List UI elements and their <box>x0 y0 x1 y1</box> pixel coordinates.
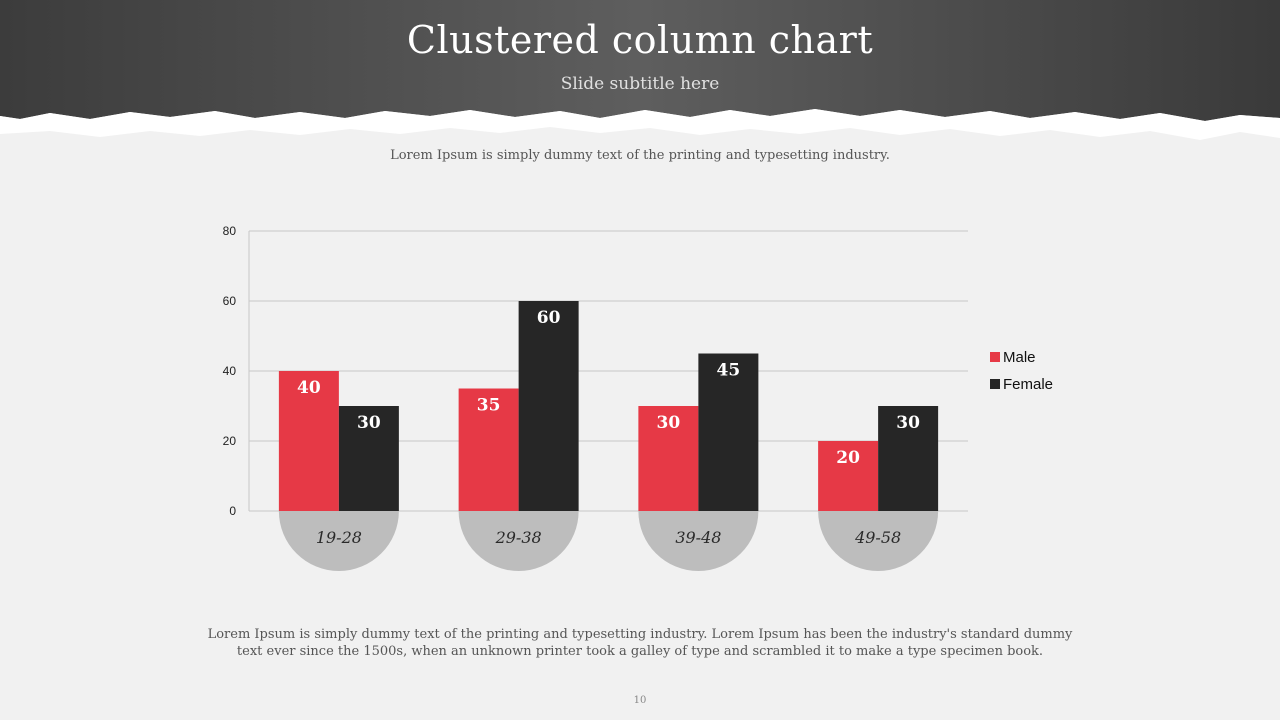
category-badges: 19-28 29-38 39-48 49-58 <box>278 511 939 572</box>
bar-female <box>518 301 579 511</box>
data-labels: 40 30 35 60 30 45 20 30 <box>297 308 920 468</box>
x-category-label: 29-38 <box>495 528 542 547</box>
clustered-column-chart: 19-28 29-38 39-48 49-58 40 30 35 60 30 45 20 30 0 2… <box>223 224 1053 572</box>
slide-title: Clustered column chart <box>406 18 874 62</box>
page-number: 10 <box>633 695 647 706</box>
y-tick-label: 80 <box>223 224 237 238</box>
bar-male <box>638 406 699 511</box>
data-label: 30 <box>896 413 920 433</box>
category-badge <box>638 511 759 572</box>
y-tick-label: 60 <box>223 294 237 308</box>
x-category-label: 19-28 <box>316 528 362 547</box>
body-text: Lorem Ipsum is simply dummy text of the … <box>207 627 1073 659</box>
bar-female <box>878 406 939 511</box>
category-badge <box>458 511 579 572</box>
header-banner: Clustered column chart Slide subtitle he… <box>0 0 1280 150</box>
torn-paper-banner <box>0 0 1280 140</box>
data-label: 35 <box>477 396 501 416</box>
slide-subtitle: Slide subtitle here <box>560 74 720 94</box>
x-category-label: 39-48 <box>675 528 721 547</box>
data-label: 60 <box>537 308 561 328</box>
legend-swatch <box>990 352 1000 362</box>
y-tick-label: 0 <box>229 504 236 518</box>
y-axis: 0 20 40 60 80 <box>223 224 237 518</box>
data-label: 30 <box>357 413 381 433</box>
legend: Male Female <box>990 349 1053 393</box>
x-category-label: 49-58 <box>854 528 901 547</box>
intro-text: Lorem Ipsum is simply dummy text of the … <box>390 148 890 163</box>
data-label: 40 <box>297 378 321 398</box>
legend-label: Female <box>1003 376 1053 393</box>
bar-female <box>698 353 759 511</box>
legend-swatch <box>990 379 1000 389</box>
category-badge <box>818 511 939 572</box>
legend-label: Male <box>1003 349 1036 366</box>
data-label: 20 <box>836 448 860 468</box>
category-badge <box>278 511 399 572</box>
y-tick-label: 20 <box>223 434 237 448</box>
bar-male <box>458 388 519 511</box>
y-tick-label: 40 <box>223 364 237 378</box>
bars <box>278 301 939 511</box>
data-label: 30 <box>657 413 681 433</box>
data-label: 45 <box>717 361 741 381</box>
bar-male <box>818 441 879 511</box>
bar-female <box>338 406 399 511</box>
bar-male <box>278 371 339 511</box>
